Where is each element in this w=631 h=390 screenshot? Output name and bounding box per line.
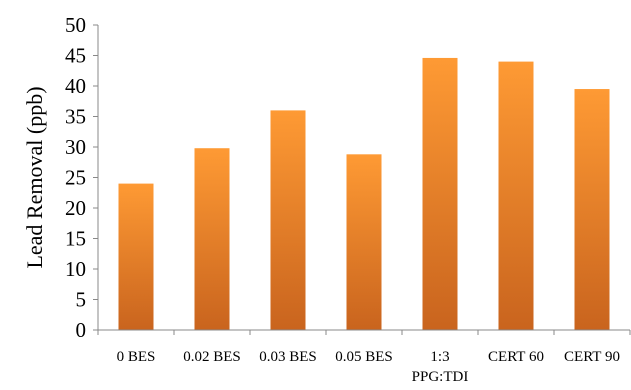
x-category-label: 0 BES xyxy=(117,349,156,365)
x-category-label: 0.05 BES xyxy=(335,349,393,365)
bar xyxy=(346,154,382,330)
y-axis-ticks: 0 5 10 15 20 25 30 35 40 45 50 xyxy=(65,13,631,342)
y-tick-label: 35 xyxy=(65,105,86,129)
y-tick-label: 0 xyxy=(76,318,87,342)
y-tick-label: 45 xyxy=(65,44,86,68)
y-tick-label: 30 xyxy=(65,135,86,159)
y-tick-label: 20 xyxy=(65,196,86,220)
y-axis-title: Lead Removal (ppb) xyxy=(22,86,47,268)
bar xyxy=(194,148,230,330)
x-category-label: 0.03 BES xyxy=(259,349,317,365)
y-tick-label: 50 xyxy=(65,13,86,37)
y-tick-label: 25 xyxy=(65,166,86,190)
bar xyxy=(270,110,306,331)
bar xyxy=(118,183,154,330)
x-axis-labels: 0 BES 0.02 BES 0.03 BES 0.05 BES 1:3 PPG:TDI C… xyxy=(117,349,620,385)
x-category-label: CERT 90 xyxy=(564,349,620,365)
y-tick-label: 15 xyxy=(65,227,86,251)
x-category-label: CERT 60 xyxy=(488,349,544,365)
x-category-label: 1:3 PPG:TDI xyxy=(412,349,469,385)
bar xyxy=(498,61,534,330)
y-tick-label: 40 xyxy=(65,74,86,98)
bars xyxy=(118,57,610,331)
y-tick-label: 5 xyxy=(76,288,87,312)
bar xyxy=(574,89,610,330)
bar xyxy=(422,57,458,330)
y-tick-label: 10 xyxy=(65,257,86,281)
x-category-label: 0.02 BES xyxy=(183,349,241,365)
